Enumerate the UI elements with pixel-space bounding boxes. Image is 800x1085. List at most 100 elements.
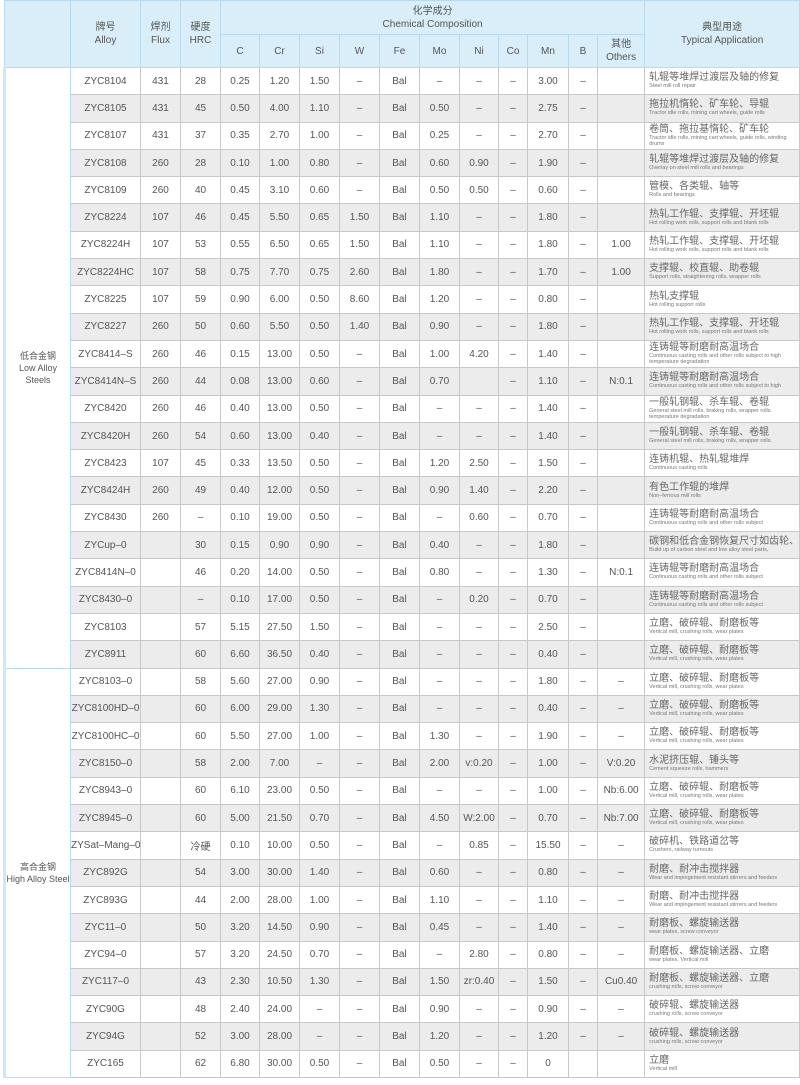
cell-others: Cu0.40 (596, 967, 646, 997)
cell-alloy: ZYC893G (70, 885, 141, 915)
cell-flux: 260 (140, 394, 181, 423)
cell-mo: 1.10 (419, 885, 460, 915)
cell-c: 2.00 (220, 885, 260, 915)
application-en: Support rolls, straightening rolls, wrap… (649, 274, 761, 281)
cell-w: – (339, 176, 380, 205)
cell-fe: Bal (379, 66, 420, 96)
cell-hrc: 28 (180, 66, 221, 96)
cell-co: – (498, 776, 528, 806)
application-cn: 管模、各类辊、轴等 (649, 181, 740, 193)
cell-ni: W:2.00 (459, 804, 499, 833)
header-hrc: 硬度 HRC (180, 0, 221, 68)
cell-cr: 23.00 (259, 776, 300, 806)
cell-ni: – (459, 667, 499, 696)
cell-mo: – (419, 667, 460, 696)
cell-alloy: ZYC8104 (70, 66, 141, 96)
cell-mo: – (419, 585, 460, 614)
cell-others: – (596, 995, 646, 1024)
cell-fe: Bal (379, 394, 420, 423)
cell-mn: 1.80 (527, 203, 569, 232)
cell-mo: 1.80 (419, 258, 460, 287)
cell-w: – (339, 913, 380, 942)
cell-mn: 1.50 (527, 967, 569, 997)
cell-flux (140, 1022, 181, 1051)
cell-mn: 1.40 (527, 421, 569, 451)
cell-b: – (568, 612, 598, 642)
cell-hrc: 28 (180, 148, 221, 178)
cell-flux (140, 749, 181, 778)
cell-others (596, 449, 646, 478)
cell-c: 6.80 (220, 1049, 260, 1078)
cell-c: 0.33 (220, 449, 260, 478)
application-cn: 水泥挤压辊、锤头等 (649, 754, 740, 766)
cell-flux: 260 (140, 421, 181, 451)
cell-flux: 260 (140, 503, 181, 533)
cell-flux (140, 885, 181, 915)
application-en: Continuous casting rolls and other rolls… (649, 601, 763, 608)
table-row: 高合金钢 High Alloy Steel ZYC8103–0 58 5.60 27.00… (3, 667, 800, 1078)
table-row: ZYSat–Mang–0 冷硬 0.10 10.00 0.50– Bal –0.85–15.… (4, 831, 800, 860)
header-hrc-cn: 硬度 (190, 22, 211, 33)
cell-co: – (498, 367, 528, 396)
cell-cr: 28.00 (259, 885, 300, 915)
cell-co: – (498, 203, 528, 232)
application-cn: 耐磨板、螺旋输送器 (649, 918, 740, 930)
cell-application: 耐磨板、螺旋输送器、立磨 wear plates, Vertical mill (644, 940, 800, 969)
header-app-cn: 典型用途 (702, 22, 743, 33)
table-row: ZYC8943–0 60 6.10 23.00 0.50– Bal – – –1.00– Nb:6… (4, 776, 800, 806)
cell-si: – (299, 1022, 340, 1051)
cell-flux: 260 (140, 312, 181, 341)
cell-w: – (339, 940, 380, 969)
cell-co: – (498, 148, 528, 178)
cell-flux (140, 831, 181, 860)
cell-flux: 107 (140, 285, 181, 314)
cell-mo: 0.45 (419, 913, 460, 942)
cell-cr: 27.00 (259, 722, 300, 751)
application-en: Non–ferrous mill rolls (649, 492, 701, 499)
cell-c: 0.10 (220, 148, 260, 178)
cell-alloy: ZYC8414–S (70, 339, 141, 369)
application-en: Hot rolling work rolls, support rolls an… (649, 219, 769, 226)
cell-mn: 0 (527, 1049, 569, 1078)
cell-alloy: ZYC8414N–S (70, 367, 141, 396)
cell-mn: 1.10 (527, 885, 569, 915)
cell-alloy: ZYC8105 (70, 94, 141, 123)
header-group-blank (4, 0, 71, 68)
cell-hrc: 60 (180, 640, 221, 669)
cell-si: 0.50 (299, 1049, 340, 1078)
cell-flux (140, 967, 181, 997)
table-row: 低合金钢 Low Alloy Steels ZYC8104 431 28 0.25 1.20… (3, 66, 800, 669)
cell-c: 0.25 (220, 66, 260, 96)
cell-cr: 6.50 (259, 230, 300, 260)
cell-si: 1.00 (299, 885, 340, 915)
cell-hrc: 49 (180, 476, 221, 505)
cell-co: – (498, 394, 528, 423)
table-row: ZYC94G 52 3.00 28.00– – Bal 1.20– –1.20– – 破碎辊、螺旋… (4, 1022, 800, 1051)
application-en: Tractor idle rolls, mining cart wheels, … (649, 110, 765, 117)
cell-w: – (339, 995, 380, 1024)
cell-ni: 1.40 (459, 476, 499, 505)
cell-co: – (498, 258, 528, 287)
application-en: wear plates, Vertical mill (649, 956, 709, 963)
cell-alloy: ZYC8103 (70, 612, 141, 642)
application-en: General steel mill rolls, braking rolls,… (649, 407, 773, 420)
cell-b (568, 1049, 598, 1078)
cell-cr: 29.00 (259, 694, 300, 724)
cell-ni: – (459, 558, 499, 587)
cell-hrc: 50 (180, 312, 221, 341)
cell-fe: Bal (379, 148, 420, 178)
cell-c: 0.08 (220, 367, 260, 396)
cell-si: 0.80 (299, 148, 340, 178)
cell-fe: Bal (379, 831, 420, 860)
cell-others: – (596, 831, 646, 860)
table-header: 牌号 Alloy 焊剂 Flux 硬度 HRC 化学成分 Chemical Compos… (4, 0, 800, 68)
application-en: Vertical mill, crushing rolls, wear plat… (649, 683, 744, 690)
cell-w: – (339, 558, 380, 587)
cell-hrc: 57 (180, 612, 221, 642)
header-chem-en: Chemical Composition (382, 18, 483, 30)
application-cn: 立磨、破碎辊、耐磨板等 (649, 672, 760, 684)
cell-mo: – (419, 694, 460, 724)
cell-application: 耐磨板、螺旋输送器 wear plates, screw conveyor (644, 913, 800, 942)
cell-alloy: ZYC8911 (70, 640, 141, 669)
cell-alloy: ZYSat–Mang–0 (70, 831, 141, 860)
